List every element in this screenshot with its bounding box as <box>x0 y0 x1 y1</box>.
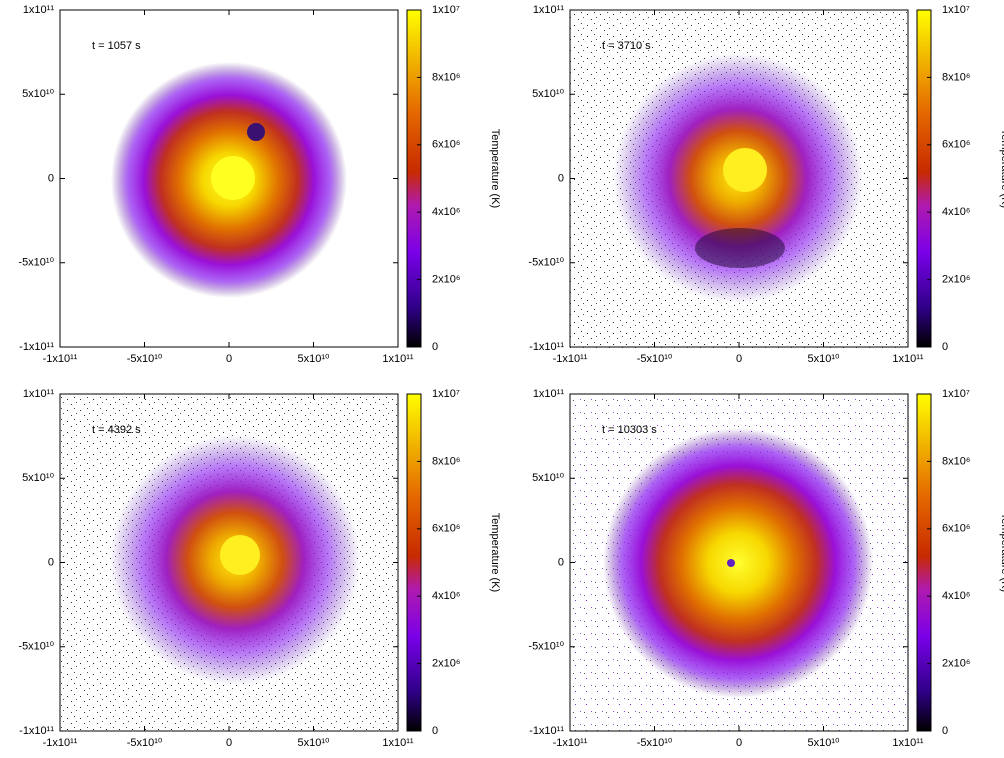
colorbar-tick-label: 4x10⁶ <box>942 590 970 602</box>
hot-core <box>723 148 767 192</box>
colorbar-tick-label: 2x10⁶ <box>942 274 970 286</box>
y-tick-label: -1x10¹¹ <box>19 725 54 737</box>
colorbar-tick-label: 0 <box>942 725 948 737</box>
time-annotation: t = 10303 s <box>602 424 657 436</box>
x-tick-label: 1x10¹¹ <box>382 737 414 749</box>
y-tick-label: -1x10¹¹ <box>529 341 564 353</box>
x-tick-label: 5x10¹⁰ <box>298 353 331 365</box>
y-tick-label: 0 <box>558 556 564 568</box>
colorbar-tick-label: 1x10⁷ <box>432 4 460 16</box>
colorbar-tick-label: 8x10⁶ <box>942 71 970 83</box>
colorbar-tick-label: 4x10⁶ <box>942 206 970 218</box>
colorbar-tick-label: 0 <box>432 341 438 353</box>
x-tick-label: -5x10¹⁰ <box>637 353 673 365</box>
colorbar-tick-label: 2x10⁶ <box>942 658 970 670</box>
hot-core <box>211 156 255 200</box>
colorbar-label: Temperature (K) <box>999 129 1004 208</box>
colorbar-tick-label: 6x10⁶ <box>432 139 460 151</box>
colorbar-tick-label: 2x10⁶ <box>432 658 460 670</box>
colorbar-tick-label: 1x10⁷ <box>942 4 970 16</box>
hot-core <box>220 535 260 575</box>
colorbar-tick-label: 6x10⁶ <box>942 139 970 151</box>
time-annotation: t = 4392 s <box>92 424 141 436</box>
colorbar <box>916 393 932 732</box>
colorbar-tick-label: 2x10⁶ <box>432 274 460 286</box>
x-tick-label: 1x10¹¹ <box>382 353 414 365</box>
y-tick-label: -1x10¹¹ <box>19 341 54 353</box>
y-tick-label: 1x10¹¹ <box>533 4 565 16</box>
particle-cloud <box>603 428 873 698</box>
y-tick-label: 1x10¹¹ <box>23 4 55 16</box>
x-tick-label: 0 <box>226 737 232 749</box>
colorbar-tick-label: 6x10⁶ <box>432 523 460 535</box>
colorbar <box>406 9 422 348</box>
colorbar-label: Temperature (K) <box>489 129 501 208</box>
x-tick-label: 5x10¹⁰ <box>808 353 841 365</box>
y-tick-label: 5x10¹⁰ <box>532 472 565 484</box>
colorbar-label: Temperature (K) <box>999 513 1004 592</box>
colorbar <box>916 9 932 348</box>
y-tick-label: -5x10¹⁰ <box>528 641 564 653</box>
x-tick-label: -1x10¹¹ <box>43 353 78 365</box>
x-tick-label: 0 <box>736 353 742 365</box>
y-tick-label: 5x10¹⁰ <box>22 472 55 484</box>
y-tick-label: 1x10¹¹ <box>23 388 55 400</box>
x-tick-label: 0 <box>226 353 232 365</box>
y-tick-label: 0 <box>48 172 54 184</box>
x-tick-label: -1x10¹¹ <box>553 353 588 365</box>
cold-tail <box>695 228 785 268</box>
colorbar-tick-label: 1x10⁷ <box>432 388 460 400</box>
colorbar-tick-label: 1x10⁷ <box>942 388 970 400</box>
x-tick-label: 0 <box>736 737 742 749</box>
colorbar-tick-label: 0 <box>432 725 438 737</box>
colorbar-tick-label: 8x10⁶ <box>432 71 460 83</box>
x-tick-label: 5x10¹⁰ <box>808 737 841 749</box>
y-tick-label: -5x10¹⁰ <box>18 641 54 653</box>
x-tick-label: 1x10¹¹ <box>892 353 924 365</box>
companion <box>727 559 735 567</box>
x-tick-label: 1x10¹¹ <box>892 737 924 749</box>
time-annotation: t = 3710 s <box>602 40 651 52</box>
y-tick-label: -5x10¹⁰ <box>18 257 54 269</box>
x-tick-label: -1x10¹¹ <box>553 737 588 749</box>
colorbar <box>406 393 422 732</box>
time-annotation: t = 1057 s <box>92 40 141 52</box>
colorbar-tick-label: 4x10⁶ <box>432 206 460 218</box>
colorbar-tick-label: 6x10⁶ <box>942 523 970 535</box>
y-tick-label: -1x10¹¹ <box>529 725 564 737</box>
y-tick-label: 5x10¹⁰ <box>22 88 55 100</box>
particle-clouds <box>60 10 908 731</box>
y-tick-label: 5x10¹⁰ <box>532 88 565 100</box>
colorbar-tick-label: 8x10⁶ <box>432 455 460 467</box>
x-tick-label: 5x10¹⁰ <box>298 737 331 749</box>
y-tick-label: -5x10¹⁰ <box>528 257 564 269</box>
y-tick-label: 0 <box>48 556 54 568</box>
companion <box>247 123 265 141</box>
colorbar-tick-label: 0 <box>942 341 948 353</box>
colorbar-tick-label: 8x10⁶ <box>942 455 970 467</box>
x-tick-label: -1x10¹¹ <box>43 737 78 749</box>
x-tick-label: -5x10¹⁰ <box>127 353 163 365</box>
y-tick-label: 0 <box>558 172 564 184</box>
colorbar-label: Temperature (K) <box>489 513 501 592</box>
x-tick-label: -5x10¹⁰ <box>637 737 673 749</box>
x-tick-label: -5x10¹⁰ <box>127 737 163 749</box>
y-tick-label: 1x10¹¹ <box>533 388 565 400</box>
colorbar-tick-label: 4x10⁶ <box>432 590 460 602</box>
